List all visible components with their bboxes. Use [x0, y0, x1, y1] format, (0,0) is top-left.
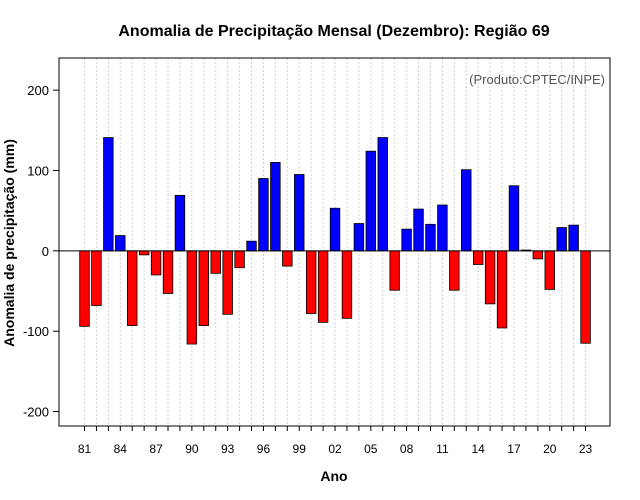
bar-1986 [138, 250, 150, 256]
bar-1989 [174, 194, 186, 252]
x-tick-label: 02 [328, 442, 342, 456]
x-tick-label: 87 [149, 442, 163, 456]
bar-2006 [377, 137, 388, 252]
x-tick-label: 08 [400, 442, 414, 456]
x-tick-label: 14 [472, 442, 486, 456]
bars [79, 137, 591, 345]
bar-1994 [234, 250, 245, 269]
bar-2009 [413, 208, 424, 252]
x-tick-label: 90 [185, 442, 199, 456]
y-tick-label: 100 [27, 163, 49, 178]
bar-2003 [341, 250, 353, 319]
bar-1987 [150, 250, 162, 276]
bar-2017 [508, 185, 520, 252]
x-tick-label: 84 [114, 442, 128, 456]
bar-2023 [580, 250, 591, 344]
bar-1999 [294, 174, 305, 252]
bar-2012 [449, 250, 460, 291]
y-tick-label: 200 [27, 83, 49, 98]
chart-title: Anomalia de Precipitação Mensal (Dezembr… [118, 23, 549, 40]
x-tick-label: 11 [436, 442, 449, 456]
y-tick-label: -100 [23, 324, 49, 339]
bar-1998 [282, 250, 293, 267]
y-tick-label: -200 [23, 405, 49, 420]
x-tick-label: 81 [78, 442, 92, 456]
credit-label: (Produto:CPTEC/INPE) [469, 72, 605, 87]
bar-2010 [425, 223, 436, 252]
bar-2004 [353, 223, 365, 252]
x-axis: 81 84 87 90 93 96 99 02 05 08 11 14 17 20 23 [78, 426, 593, 456]
y-axis-label: Anomalia de precipitação (mm) [1, 139, 17, 347]
x-tick-label: 99 [293, 442, 307, 456]
x-tick-label: 93 [221, 442, 235, 456]
bar-2001 [317, 250, 329, 323]
x-tick-label: 23 [579, 442, 593, 456]
bar-1981 [79, 250, 90, 327]
bar-1991 [198, 250, 210, 326]
bar-1990 [186, 250, 198, 345]
bar-2007 [389, 250, 400, 291]
x-tick-label: 96 [257, 442, 271, 456]
x-tick-label: 17 [507, 442, 521, 456]
bar-1992 [210, 250, 221, 274]
bar-2000 [305, 250, 317, 314]
y-tick-label: 0 [42, 244, 49, 259]
x-tick-label: 20 [543, 442, 557, 456]
bar-2011 [437, 204, 448, 252]
bar-2019 [532, 250, 544, 260]
bar-1996 [258, 178, 269, 252]
bar-2013 [461, 169, 472, 252]
bar-2008 [401, 228, 412, 252]
bar-2015 [484, 250, 496, 305]
bar-1993 [222, 250, 233, 315]
bar-1982 [91, 250, 102, 306]
bar-2021 [556, 227, 567, 252]
bar-2014 [472, 250, 484, 265]
bar-1997 [270, 162, 281, 252]
x-tick-label: 05 [364, 442, 378, 456]
bar-1983 [103, 137, 114, 252]
y-axis: -200 -100 0 100 200 [23, 83, 59, 420]
plot-frame [58, 57, 611, 427]
x-axis-label: Ano [320, 468, 347, 484]
bar-2020 [544, 250, 555, 290]
bar-2022 [568, 224, 579, 252]
bar-1995 [246, 240, 257, 252]
bar-1988 [162, 250, 174, 294]
bar-1985 [127, 250, 138, 326]
bar-2016 [496, 250, 508, 329]
bar-2002 [329, 207, 341, 252]
bar-1984 [115, 235, 126, 252]
bar-2005 [365, 150, 377, 252]
